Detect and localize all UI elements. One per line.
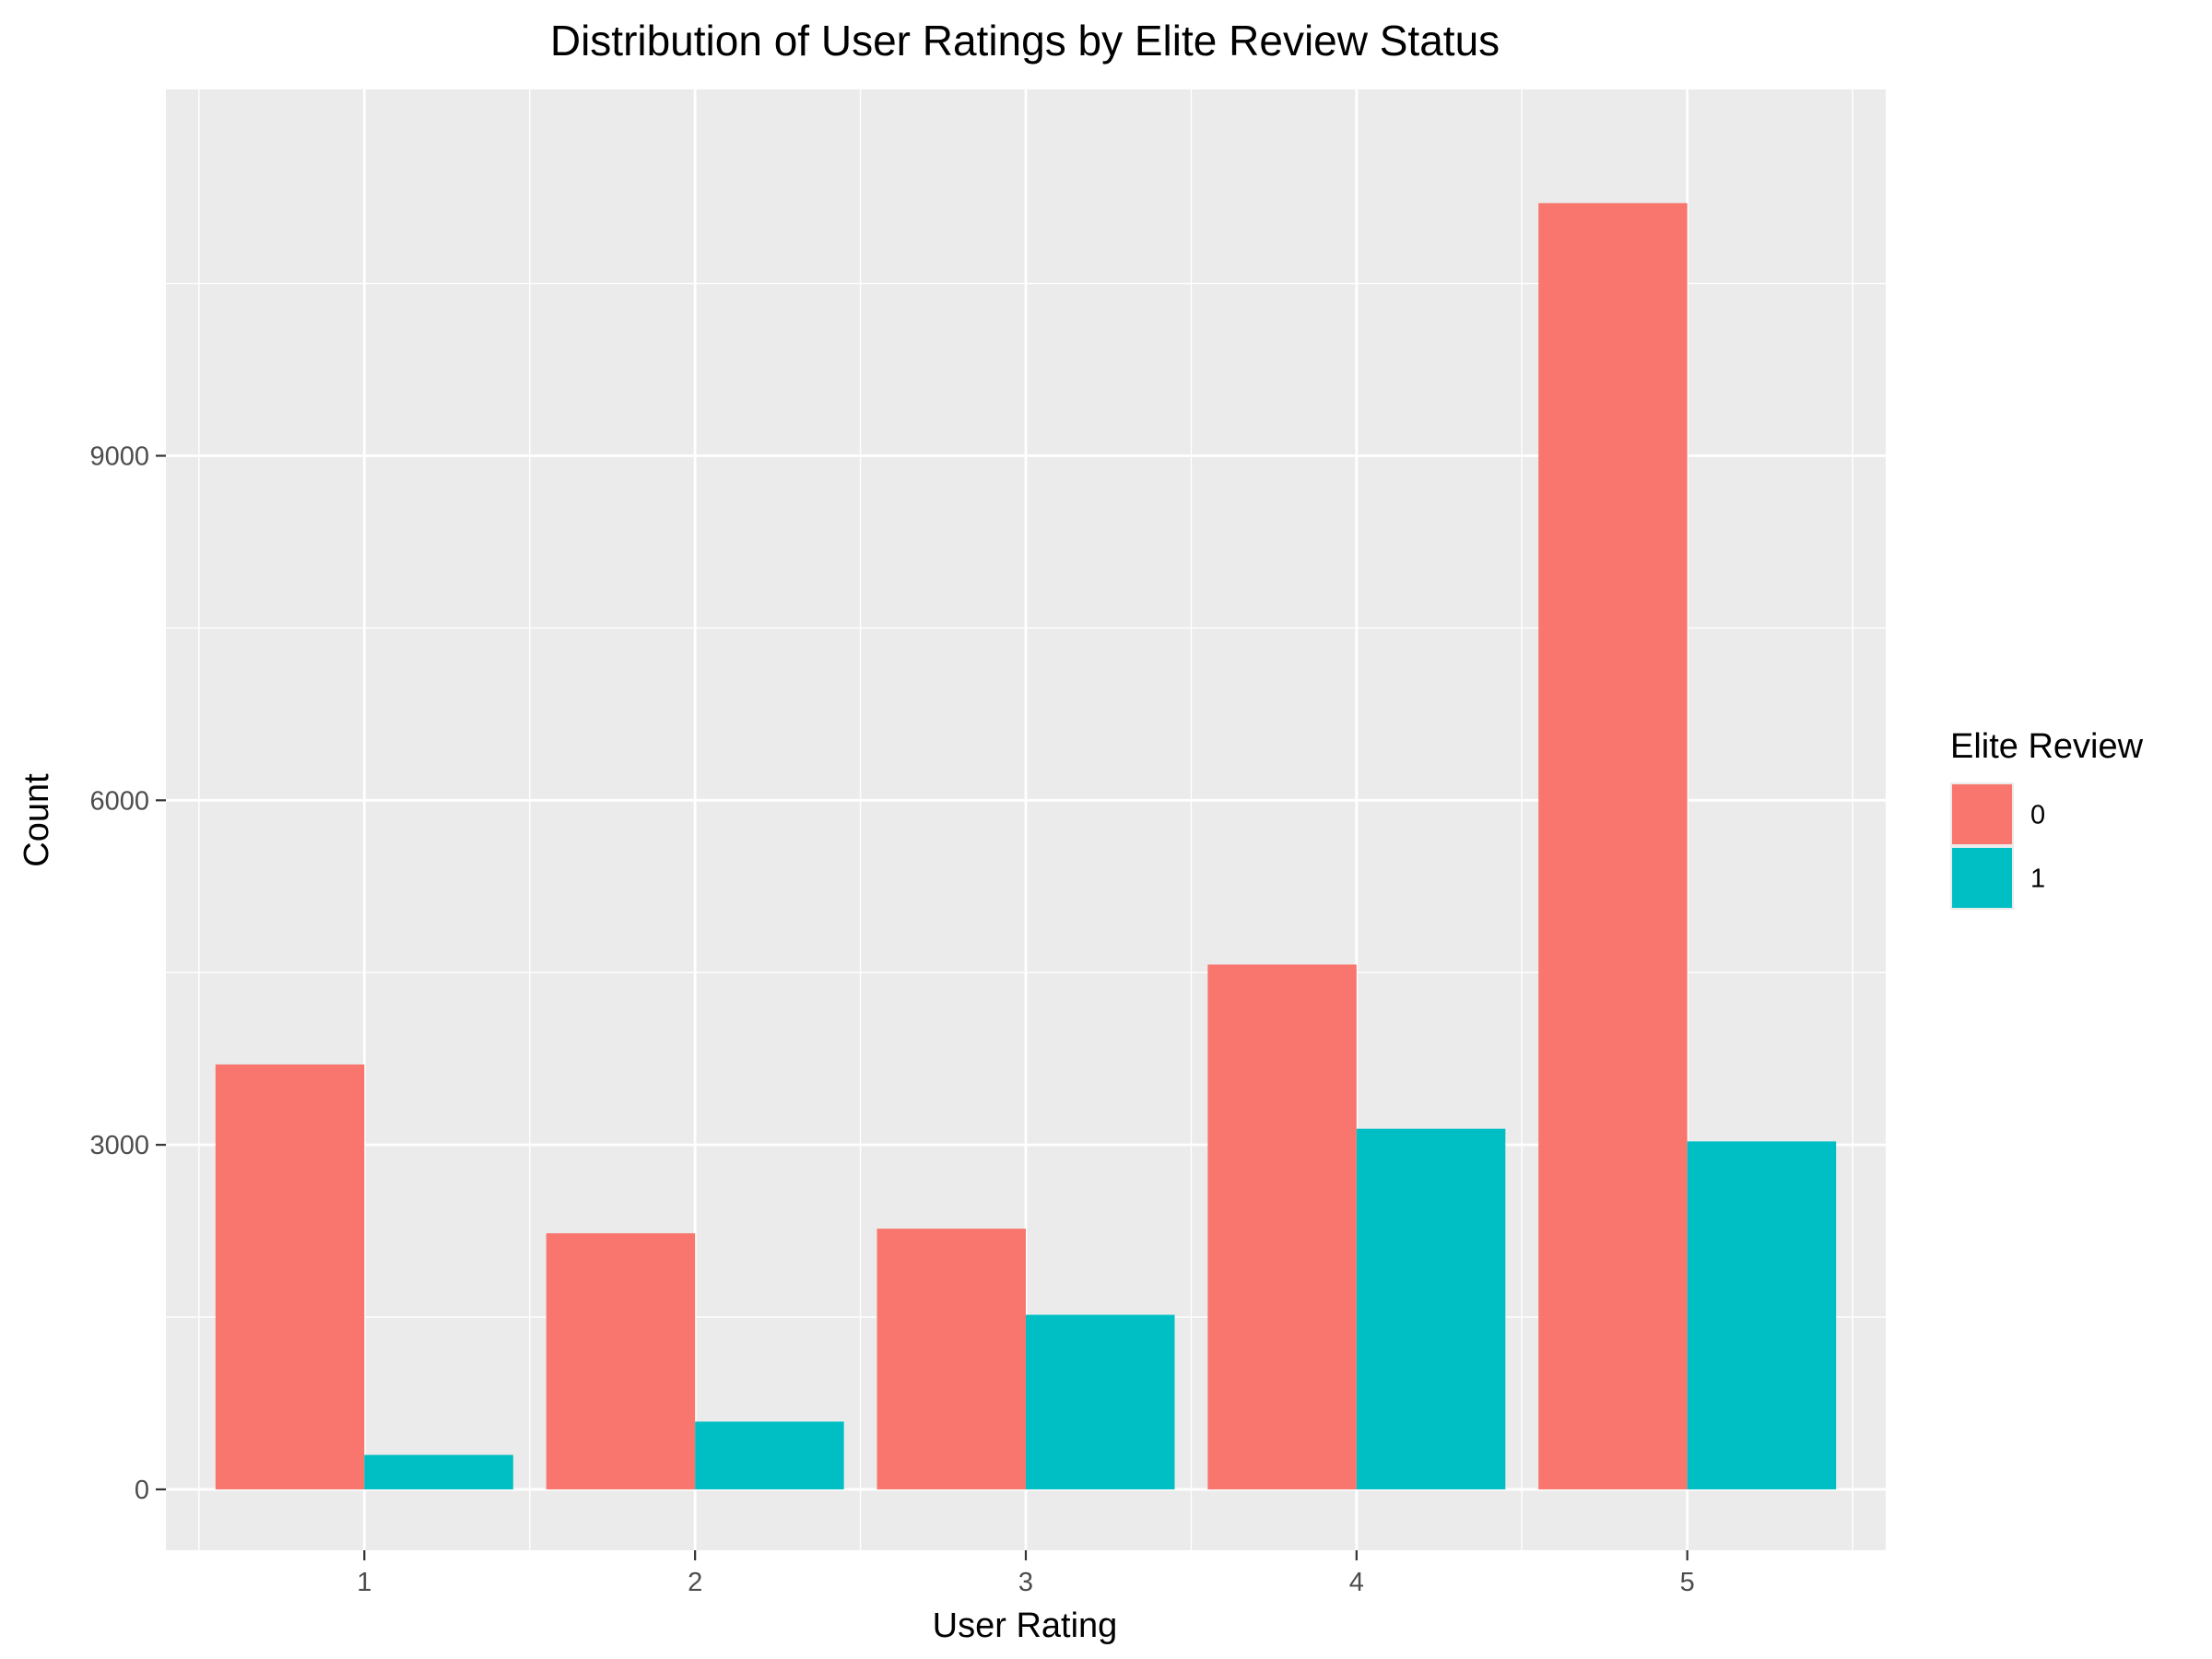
- legend-items: 01: [1950, 782, 2045, 910]
- y-axis: 0 3000 6000 9000: [89, 441, 166, 1505]
- bar-series-0-rating-4: [1207, 964, 1357, 1489]
- legend-title: Elite Review: [1950, 727, 2144, 766]
- legend-label-series-1: 1: [2030, 865, 2045, 894]
- bar-series-1-rating-3: [1026, 1314, 1175, 1489]
- legend-label-series-0: 0: [2030, 801, 2045, 830]
- y-axis-title: Count: [18, 773, 56, 867]
- bar-series-1-rating-5: [1687, 1141, 1837, 1489]
- y-tick-label: 6000: [89, 786, 149, 816]
- bar-series-0-rating-1: [215, 1064, 365, 1489]
- y-tick-label: 0: [135, 1476, 149, 1505]
- y-tick-label: 3000: [89, 1131, 149, 1160]
- x-tick-label: 5: [1680, 1568, 1695, 1597]
- bar-series-1-rating-2: [695, 1421, 844, 1489]
- bar-series-0-rating-2: [546, 1233, 696, 1489]
- x-axis: 1 2 3 4 5: [357, 1550, 1695, 1597]
- bars: [215, 203, 1837, 1489]
- legend-key-series-1: [1952, 848, 2012, 908]
- bar-series-0-rating-3: [877, 1229, 1026, 1489]
- legend-key-series-0: [1952, 784, 2012, 844]
- x-tick-label: 1: [357, 1568, 371, 1597]
- bar-series-1-rating-1: [364, 1454, 513, 1489]
- chart-title: Distribution of User Ratings by Elite Re…: [550, 17, 1500, 65]
- bar-series-1-rating-4: [1356, 1128, 1506, 1489]
- x-tick-label: 3: [1018, 1568, 1033, 1597]
- y-tick-label: 9000: [89, 441, 149, 471]
- legend: Elite Review 01: [1950, 727, 2144, 910]
- x-tick-label: 4: [1349, 1568, 1364, 1597]
- x-axis-title: User Rating: [933, 1606, 1118, 1645]
- x-tick-label: 2: [688, 1568, 702, 1597]
- bar-series-0-rating-5: [1538, 203, 1688, 1489]
